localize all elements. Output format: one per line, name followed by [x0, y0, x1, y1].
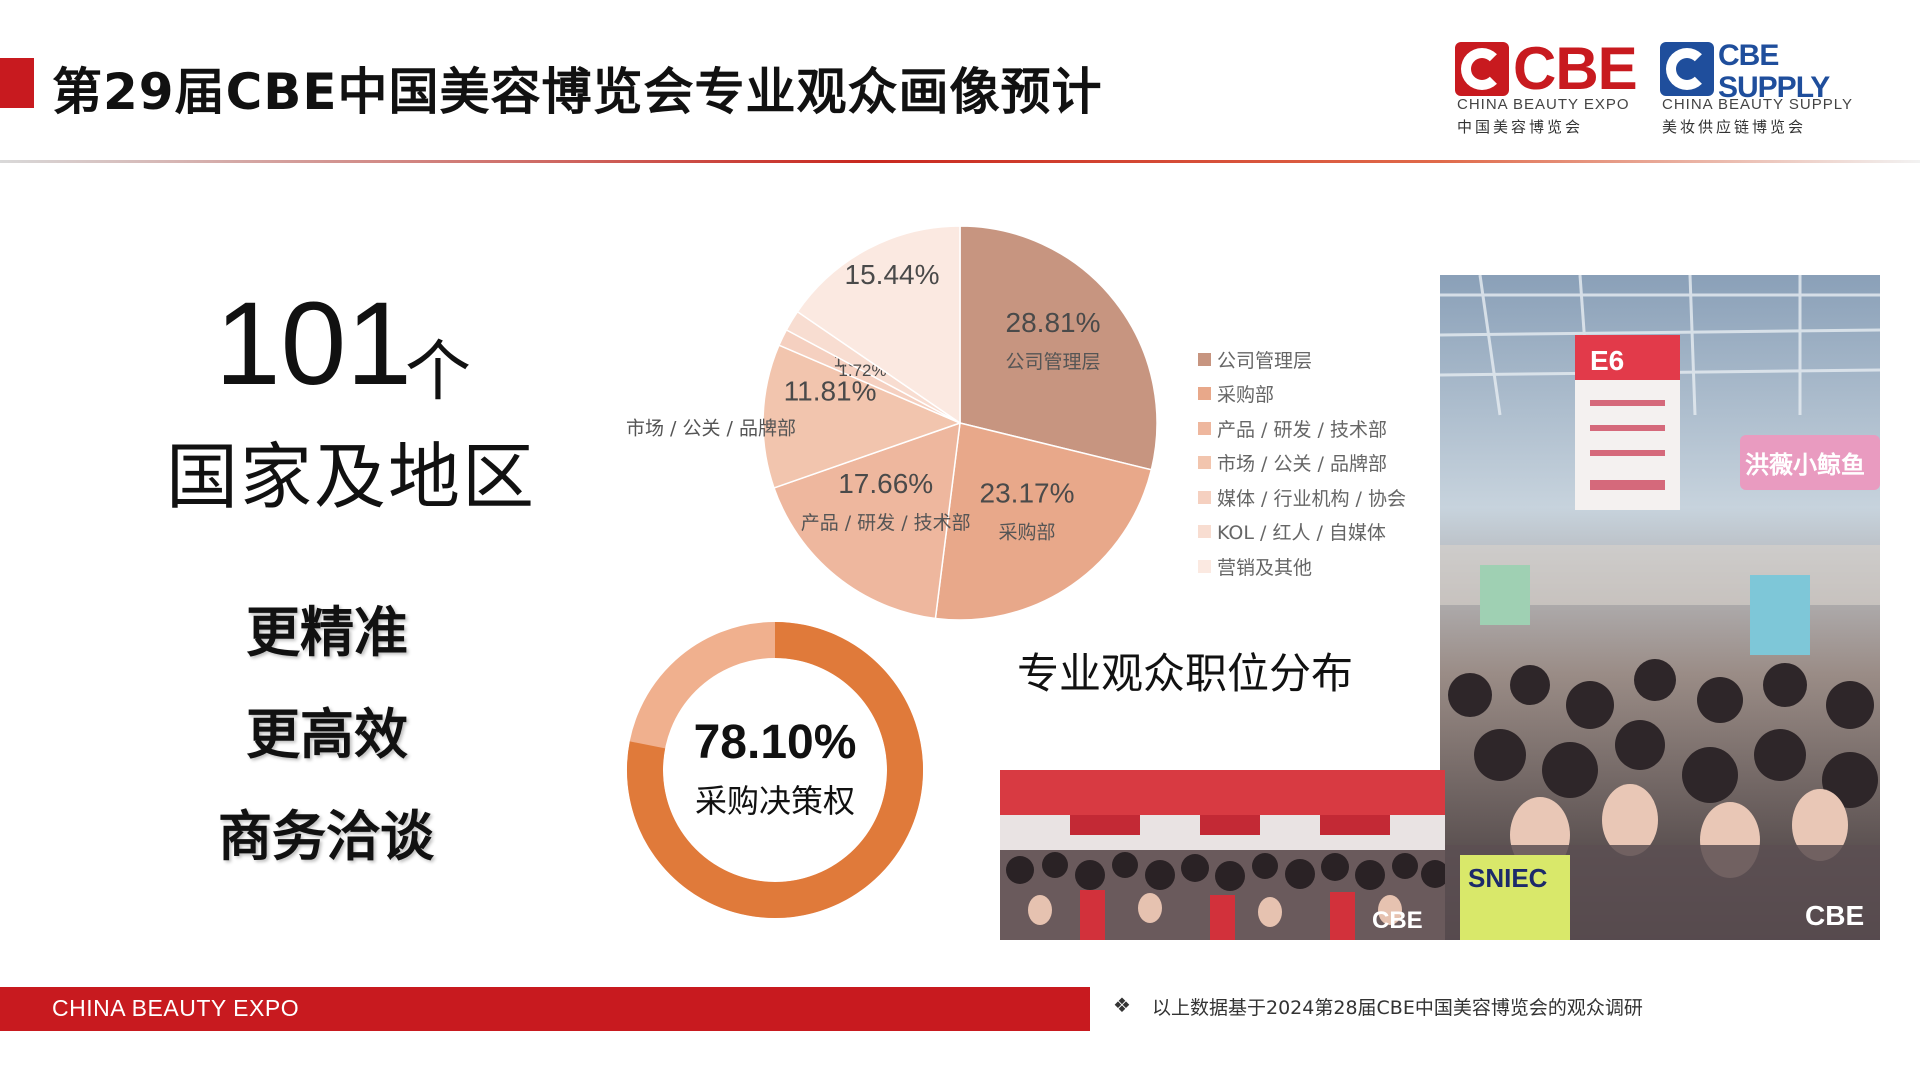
sniec-text: SNIEC [1468, 863, 1548, 893]
photo-watermark-cbe: CBE [1805, 900, 1864, 931]
country-region-label: 国家及地区 [166, 435, 537, 519]
feature-precise: 更精准 [246, 601, 408, 664]
legend-item-4: 市场 / 公关 / 品牌部 [1198, 446, 1406, 481]
pie-slice-7-percent: 15.44% [845, 259, 940, 290]
supply-logo-word: CBE SUPPLY [1718, 39, 1830, 104]
legend-item-6: KOL / 红人 / 自媒体 [1198, 515, 1406, 550]
footer-bar [0, 987, 1090, 1031]
position-distribution-pie-chart: 28.81% 公司管理层 23.17% 采购部 17.66% 产品 / 研发 / 技术部 1… [626, 225, 1158, 621]
legend-swatch-1 [1198, 352, 1211, 366]
legend-swatch-5 [1198, 490, 1211, 504]
legend-item-1: 公司管理层 [1198, 342, 1406, 377]
pie-slice-7 [796, 225, 961, 425]
cbe-logo-mark-icon [1455, 42, 1509, 96]
supply-logo-chinese: 美妆供应链博览会 [1662, 118, 1807, 136]
booth-banner: 洪薇小鲸鱼 [1745, 451, 1865, 479]
entrance-crowd-photo: CBE [1000, 770, 1445, 940]
feature-efficient: 更高效 [246, 703, 408, 766]
pie-slice-4-label: 市场 / 公关 / 品牌部 [626, 417, 796, 439]
legend-swatch-2 [1198, 387, 1211, 401]
country-count: 101 [215, 278, 412, 410]
legend-label-4: 市场 / 公关 / 品牌部 [1217, 453, 1387, 476]
legend-label-6: KOL / 红人 / 自媒体 [1217, 522, 1386, 545]
title-accent-bar [0, 58, 34, 108]
purchase-decision-donut-chart: 78.10% 采购决策权 [627, 622, 923, 918]
pie-slice-3-label: 产品 / 研发 / 技术部 [801, 512, 971, 534]
page-title: 第29届CBE中国美容博览会专业观众画像预计 [52, 63, 1103, 121]
donut-value-text: 78.10% [694, 716, 857, 769]
hall-sign: E6 [1590, 345, 1624, 376]
legend-item-2: 采购部 [1198, 377, 1406, 412]
cbe-logo: CBE CHINA BEAUTY EXPO 中国美容博览会 [1455, 35, 1638, 138]
pie-slice-2 [934, 422, 1153, 621]
legend-item-5: 媒体 / 行业机构 / 协会 [1198, 480, 1406, 515]
legend-label-7: 营销及其他 [1217, 556, 1313, 579]
footnote-text: 以上数据基于2024第28届CBE中国美容博览会的观众调研 [1152, 997, 1643, 1019]
donut-label: 采购决策权 [695, 782, 855, 820]
pie-slice-4 [762, 344, 963, 489]
pie-slice-1 [959, 225, 1158, 471]
footer-bar-text: CHINA BEAUTY EXPO [52, 995, 300, 1021]
legend-label-2: 采购部 [1217, 384, 1275, 407]
supply-logo-word-line2: SUPPLY [1718, 71, 1830, 104]
legend-label-3: 产品 / 研发 / 技术部 [1217, 418, 1387, 441]
cbe-logo-word: CBE [1513, 35, 1638, 102]
country-count-unit: 个 [405, 333, 471, 410]
pie-slice-3-percent: 17.66% [838, 468, 933, 499]
donut-value-arc [627, 622, 923, 918]
footnote-bullet-icon: ❖ [1113, 993, 1131, 1017]
cbe-logo-chinese: 中国美容博览会 [1457, 118, 1584, 136]
pie-slice-2-label: 采购部 [998, 521, 1055, 543]
cbe-supply-logo: CBE SUPPLY CHINA BEAUTY SUPPLY 美妆供应链博览会 [1660, 38, 1852, 138]
pie-chart-caption: 专业观众职位分布 [1017, 649, 1354, 698]
pie-legend: 公司管理层采购部产品 / 研发 / 技术部 市场 / 公关 / 品牌部 媒体 / 行… [1198, 342, 1406, 584]
feature-business-talks: 商务洽谈 [218, 805, 434, 868]
pie-slice-6-percent: 1.72% [838, 361, 886, 380]
legend-swatch-6 [1198, 525, 1211, 539]
cbe-logo-english: CHINA BEAUTY EXPO [1457, 96, 1630, 113]
pie-slice-1-percent: 28.81% [1006, 307, 1101, 338]
pie-slice-1-label: 公司管理层 [1005, 351, 1100, 373]
small-photo-watermark-cbe: CBE [1372, 907, 1423, 934]
legend-item-3: 产品 / 研发 / 技术部 [1198, 411, 1406, 446]
legend-swatch-4 [1198, 456, 1211, 470]
supply-logo-english: CHINA BEAUTY SUPPLY [1662, 96, 1854, 113]
header-divider [0, 160, 1920, 163]
supply-logo-word-line1: CBE [1718, 39, 1779, 72]
expo-crowd-photo: E6 洪薇小鲸鱼 SNIEC CBE [1440, 275, 1880, 940]
legend-label-5: 媒体 / 行业机构 / 协会 [1217, 487, 1406, 510]
supply-logo-mark-icon [1660, 42, 1714, 96]
legend-label-1: 公司管理层 [1217, 349, 1313, 372]
legend-swatch-7 [1198, 559, 1211, 573]
legend-swatch-3 [1198, 421, 1211, 435]
legend-item-7: 营销及其他 [1198, 549, 1406, 584]
pie-slice-2-percent: 23.17% [980, 477, 1075, 508]
